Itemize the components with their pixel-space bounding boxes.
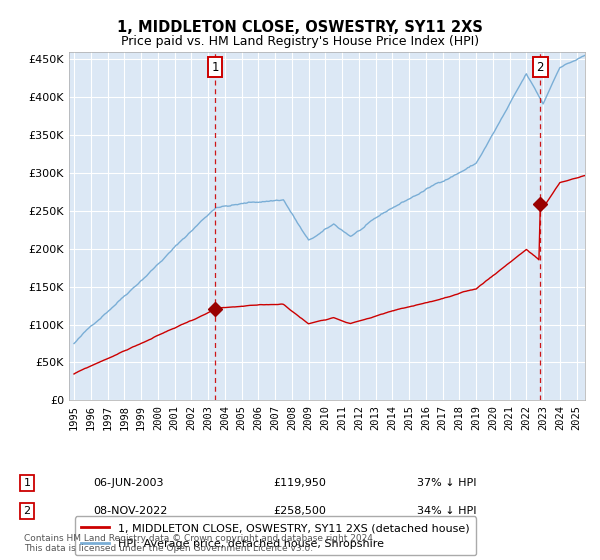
- Text: 34% ↓ HPI: 34% ↓ HPI: [417, 506, 476, 516]
- Text: Contains HM Land Registry data © Crown copyright and database right 2024.
This d: Contains HM Land Registry data © Crown c…: [24, 534, 376, 553]
- Text: 1, MIDDLETON CLOSE, OSWESTRY, SY11 2XS: 1, MIDDLETON CLOSE, OSWESTRY, SY11 2XS: [117, 20, 483, 35]
- Legend: 1, MIDDLETON CLOSE, OSWESTRY, SY11 2XS (detached house), HPI: Average price, det: 1, MIDDLETON CLOSE, OSWESTRY, SY11 2XS (…: [74, 516, 476, 556]
- Text: Price paid vs. HM Land Registry's House Price Index (HPI): Price paid vs. HM Land Registry's House …: [121, 35, 479, 48]
- Text: 2: 2: [536, 60, 544, 74]
- Text: 06-JUN-2003: 06-JUN-2003: [93, 478, 163, 488]
- Text: 1: 1: [211, 60, 219, 74]
- Text: 37% ↓ HPI: 37% ↓ HPI: [417, 478, 476, 488]
- Text: 08-NOV-2022: 08-NOV-2022: [93, 506, 167, 516]
- Text: £119,950: £119,950: [273, 478, 326, 488]
- Text: £258,500: £258,500: [273, 506, 326, 516]
- Text: 1: 1: [23, 478, 31, 488]
- Text: 2: 2: [23, 506, 31, 516]
